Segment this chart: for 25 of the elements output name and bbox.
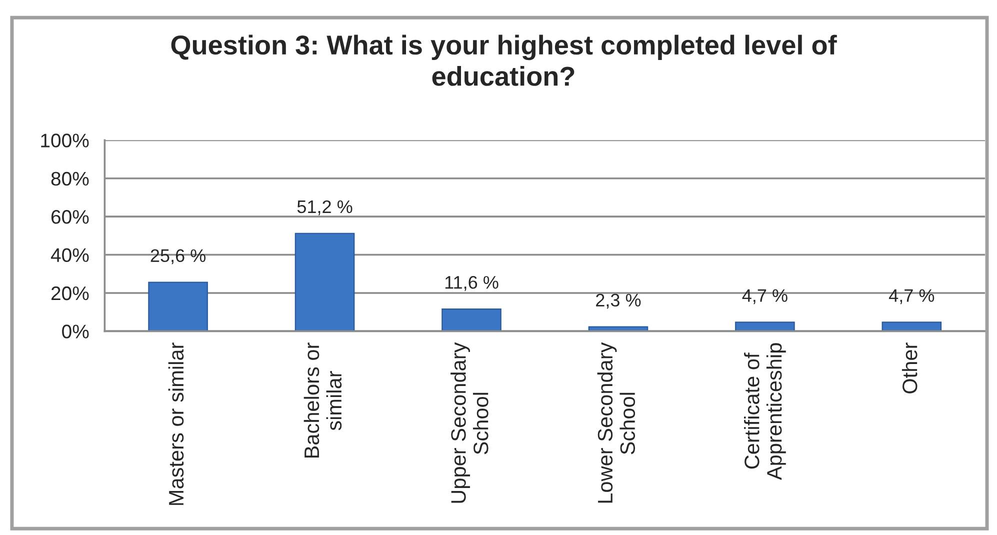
x-tick-label: Masters or similar bbox=[168, 342, 184, 505]
bar bbox=[294, 232, 355, 332]
data-label: 25,6 % bbox=[150, 249, 206, 264]
x-tick-label: Bachelors or similar bbox=[304, 342, 342, 458]
chart-title: Question 3: What is your highest completed level of education? bbox=[171, 34, 837, 86]
y-tick-label: 80% bbox=[51, 172, 89, 186]
data-label: 11,6 % bbox=[445, 276, 498, 291]
x-tick-label: Upper Secondary School bbox=[450, 342, 488, 503]
y-tick-label: 20% bbox=[51, 286, 89, 300]
bar bbox=[148, 282, 208, 332]
bar bbox=[882, 322, 942, 332]
x-tick-label: Lower Secondary School bbox=[597, 342, 636, 503]
data-label: 51,2 % bbox=[297, 200, 352, 216]
y-tick-label: 40% bbox=[50, 248, 89, 262]
y-tick-label: 0% bbox=[62, 324, 89, 338]
data-label: 2,3 % bbox=[596, 294, 641, 309]
x-tick-label: Certificate of Apprenticeship bbox=[744, 343, 786, 480]
data-label: 4,7 % bbox=[889, 289, 934, 304]
y-tick-label: 100% bbox=[41, 134, 89, 148]
y-tick-label: 60% bbox=[51, 210, 89, 224]
bar bbox=[588, 326, 648, 332]
x-tick-label: Other bbox=[902, 342, 918, 394]
bar bbox=[442, 308, 502, 332]
data-label: 4,7 % bbox=[742, 289, 788, 304]
bar bbox=[735, 322, 795, 332]
